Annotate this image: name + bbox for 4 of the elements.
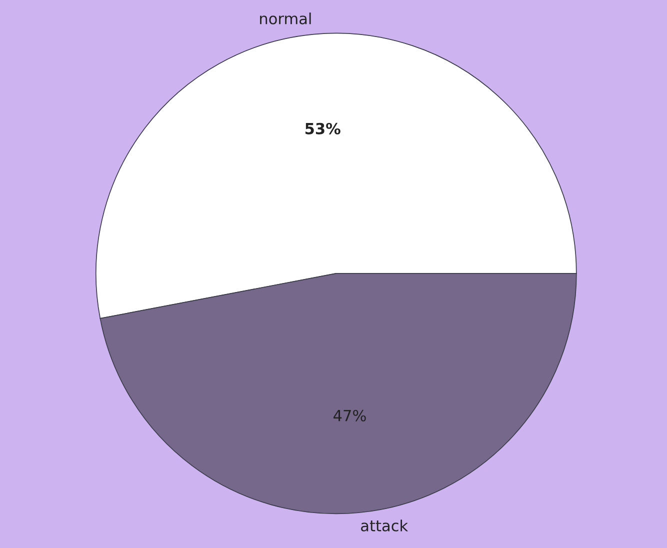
slice-label: normal xyxy=(260,12,311,24)
slice-label: attack xyxy=(361,520,408,532)
data-label: 47% xyxy=(334,410,366,422)
data-label: 53% xyxy=(306,122,340,134)
